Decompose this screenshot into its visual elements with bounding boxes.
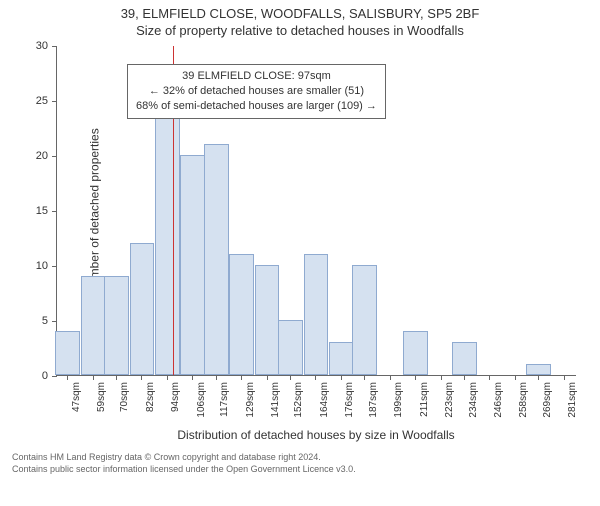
histogram-bar	[104, 276, 129, 375]
ytick-mark	[52, 321, 57, 322]
xtick-label: 82sqm	[145, 382, 156, 412]
xtick-label: 199sqm	[393, 382, 404, 418]
annotation-line: ← 32% of detached houses are smaller (51…	[136, 84, 377, 99]
xtick-mark	[141, 375, 142, 380]
xtick-label: 47sqm	[71, 382, 82, 412]
xtick-label: 211sqm	[419, 382, 430, 417]
xtick-label: 129sqm	[245, 382, 256, 418]
footer-line2: Contains public sector information licen…	[12, 464, 600, 476]
xtick-mark	[464, 375, 465, 380]
chart-title-line1: 39, ELMFIELD CLOSE, WOODFALLS, SALISBURY…	[0, 6, 600, 21]
footer-line1: Contains HM Land Registry data © Crown c…	[12, 452, 600, 464]
footer-attribution: Contains HM Land Registry data © Crown c…	[12, 452, 600, 475]
ytick-label: 10	[36, 260, 48, 272]
xtick-mark	[415, 375, 416, 380]
ytick-mark	[52, 376, 57, 377]
histogram-bar	[81, 276, 106, 375]
xtick-mark	[67, 375, 68, 380]
histogram-bar	[204, 144, 229, 375]
xtick-mark	[216, 375, 217, 380]
xtick-label: 152sqm	[293, 382, 304, 418]
histogram-bar	[180, 155, 205, 375]
histogram-bar	[329, 342, 354, 375]
chart-area: Number of detached properties 47sqm59sqm…	[56, 46, 576, 376]
ytick-mark	[52, 266, 57, 267]
xtick-label: 117sqm	[219, 382, 230, 417]
xtick-mark	[315, 375, 316, 380]
xtick-mark	[538, 375, 539, 380]
histogram-bar	[526, 364, 551, 375]
xtick-mark	[441, 375, 442, 380]
xtick-label: 141sqm	[270, 382, 281, 418]
xtick-mark	[341, 375, 342, 380]
histogram-bar	[55, 331, 80, 375]
ytick-label: 5	[42, 315, 48, 327]
xtick-label: 176sqm	[344, 382, 355, 418]
xtick-mark	[390, 375, 391, 380]
xtick-mark	[489, 375, 490, 380]
xtick-label: 164sqm	[319, 382, 330, 418]
xtick-label: 70sqm	[119, 382, 130, 412]
xtick-label: 106sqm	[196, 382, 207, 418]
xtick-label: 269sqm	[542, 382, 553, 418]
xtick-mark	[267, 375, 268, 380]
xtick-label: 258sqm	[518, 382, 529, 418]
histogram-bar	[278, 320, 303, 375]
histogram-bar	[155, 111, 180, 375]
histogram-bar	[403, 331, 428, 375]
ytick-label: 15	[36, 205, 48, 217]
ytick-mark	[52, 101, 57, 102]
ytick-mark	[52, 211, 57, 212]
histogram-bar	[229, 254, 254, 375]
ytick-label: 20	[36, 150, 48, 162]
ytick-mark	[52, 46, 57, 47]
annotation-box: 39 ELMFIELD CLOSE: 97sqm← 32% of detache…	[127, 64, 386, 119]
chart-title-line2: Size of property relative to detached ho…	[0, 23, 600, 38]
xtick-mark	[564, 375, 565, 380]
histogram-bar	[452, 342, 477, 375]
xtick-label: 246sqm	[493, 382, 504, 418]
histogram-bar	[352, 265, 377, 375]
xtick-mark	[364, 375, 365, 380]
xtick-mark	[515, 375, 516, 380]
annotation-line: 39 ELMFIELD CLOSE: 97sqm	[136, 69, 377, 84]
ytick-label: 25	[36, 95, 48, 107]
ytick-mark	[52, 156, 57, 157]
xtick-label: 59sqm	[96, 382, 107, 412]
annotation-line: 68% of semi-detached houses are larger (…	[136, 99, 377, 114]
xtick-mark	[116, 375, 117, 380]
xtick-label: 234sqm	[468, 382, 479, 418]
histogram-bar	[255, 265, 280, 375]
histogram-bar	[304, 254, 329, 375]
xtick-mark	[290, 375, 291, 380]
x-axis-label: Distribution of detached houses by size …	[56, 428, 576, 442]
ytick-label: 30	[36, 40, 48, 52]
plot-region: 47sqm59sqm70sqm82sqm94sqm106sqm117sqm129…	[56, 46, 576, 376]
xtick-label: 94sqm	[170, 382, 181, 412]
ytick-label: 0	[42, 370, 48, 382]
xtick-mark	[241, 375, 242, 380]
xtick-mark	[93, 375, 94, 380]
xtick-mark	[192, 375, 193, 380]
xtick-label: 281sqm	[567, 382, 578, 418]
xtick-label: 187sqm	[368, 382, 379, 418]
histogram-bar	[130, 243, 155, 375]
xtick-label: 223sqm	[444, 382, 455, 418]
xtick-mark	[167, 375, 168, 380]
